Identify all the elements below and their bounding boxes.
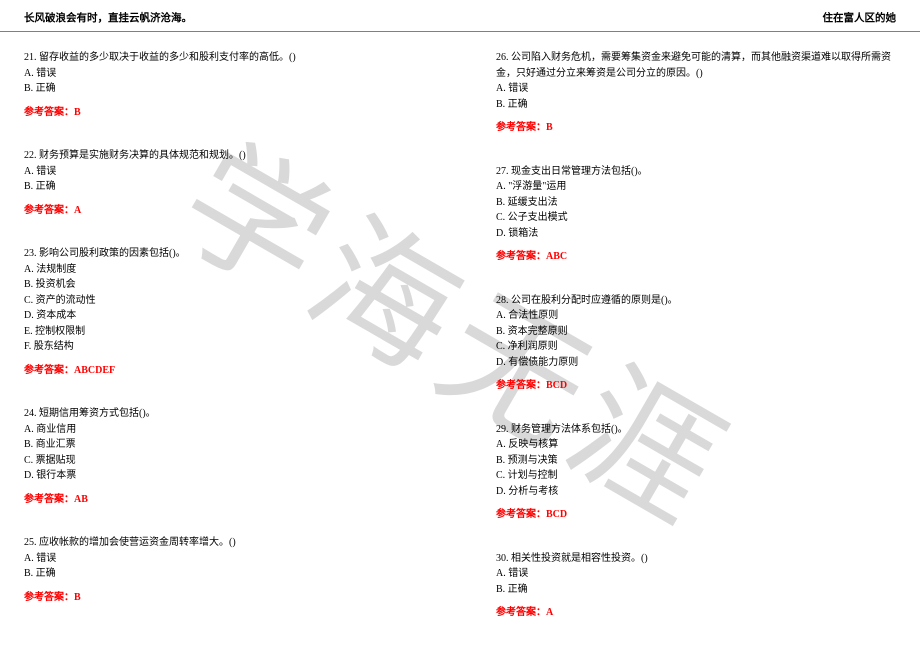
question-text: 27. 现金支出日常管理方法包括()。 [496, 164, 896, 180]
question-block: 29. 财务管理方法体系包括()。A. 反映与核算B. 预测与决策C. 计划与控… [496, 422, 896, 523]
question-option: A. 商业信用 [24, 422, 424, 438]
question-option: D. 分析与考核 [496, 484, 896, 500]
answer-line: 参考答案：BCD [496, 378, 896, 394]
question-option: B. 投资机会 [24, 277, 424, 293]
page-header: 长风破浪会有时，直挂云帆济沧海。 住在富人区的她 [0, 0, 920, 32]
left-column: 21. 留存收益的多少取决于收益的多少和股利支付率的高低。()A. 错误B. 正… [24, 50, 460, 649]
question-text: 28. 公司在股利分配时应遵循的原则是()。 [496, 293, 896, 309]
question-text: 29. 财务管理方法体系包括()。 [496, 422, 896, 438]
question-block: 23. 影响公司股利政策的因素包括()。A. 法规制度B. 投资机会C. 资产的… [24, 246, 424, 378]
question-text: 22. 财务预算是实施财务决算的具体规范和规划。() [24, 148, 424, 164]
question-option: B. 正确 [496, 97, 896, 113]
question-option: B. 预测与决策 [496, 453, 896, 469]
header-right-text: 住在富人区的她 [823, 10, 897, 25]
question-option: C. 票据贴现 [24, 453, 424, 469]
answer-line: 参考答案：B [24, 105, 424, 121]
question-block: 22. 财务预算是实施财务决算的具体规范和规划。()A. 错误B. 正确参考答案… [24, 148, 424, 218]
question-block: 25. 应收帐款的增加会使营运资金周转率增大。()A. 错误B. 正确参考答案：… [24, 535, 424, 605]
question-option: A. 错误 [496, 566, 896, 582]
right-column: 26. 公司陷入财务危机，需要筹集资金来避免可能的清算，而其他融资渠道难以取得所… [460, 50, 896, 649]
question-option: A. 反映与核算 [496, 437, 896, 453]
question-text: 25. 应收帐款的增加会使营运资金周转率增大。() [24, 535, 424, 551]
question-option: C. 公子支出模式 [496, 210, 896, 226]
question-block: 28. 公司在股利分配时应遵循的原则是()。A. 合法性原则B. 资本完整原则C… [496, 293, 896, 394]
question-option: B. 商业汇票 [24, 437, 424, 453]
question-option: D. 锁箱法 [496, 226, 896, 242]
answer-line: 参考答案：ABCDEF [24, 363, 424, 379]
answer-line: 参考答案：ABC [496, 249, 896, 265]
question-option: B. 正确 [496, 582, 896, 598]
question-text: 30. 相关性投资就是相容性投资。() [496, 551, 896, 567]
question-option: B. 正确 [24, 179, 424, 195]
question-block: 30. 相关性投资就是相容性投资。()A. 错误B. 正确参考答案：A [496, 551, 896, 621]
question-option: A. 错误 [24, 164, 424, 180]
question-block: 21. 留存收益的多少取决于收益的多少和股利支付率的高低。()A. 错误B. 正… [24, 50, 424, 120]
answer-line: 参考答案：BCD [496, 507, 896, 523]
question-option: C. 计划与控制 [496, 468, 896, 484]
question-option: A. 错误 [496, 81, 896, 97]
question-option: B. 正确 [24, 566, 424, 582]
answer-line: 参考答案：B [24, 590, 424, 606]
question-option: B. 延缓支出法 [496, 195, 896, 211]
question-option: A. 合法性原则 [496, 308, 896, 324]
question-option: A. 法规制度 [24, 262, 424, 278]
content-area: 21. 留存收益的多少取决于收益的多少和股利支付率的高低。()A. 错误B. 正… [0, 32, 920, 649]
question-option: D. 银行本票 [24, 468, 424, 484]
header-left-text: 长风破浪会有时，直挂云帆济沧海。 [24, 10, 192, 25]
question-text: 24. 短期信用筹资方式包括()。 [24, 406, 424, 422]
question-text: 21. 留存收益的多少取决于收益的多少和股利支付率的高低。() [24, 50, 424, 66]
question-option: A. 错误 [24, 551, 424, 567]
question-option: A. 错误 [24, 66, 424, 82]
question-block: 24. 短期信用筹资方式包括()。A. 商业信用B. 商业汇票C. 票据贴现D.… [24, 406, 424, 507]
question-option: F. 股东结构 [24, 339, 424, 355]
question-option: E. 控制权限制 [24, 324, 424, 340]
question-option: C. 净利润原则 [496, 339, 896, 355]
question-block: 26. 公司陷入财务危机，需要筹集资金来避免可能的清算，而其他融资渠道难以取得所… [496, 50, 896, 136]
answer-line: 参考答案：AB [24, 492, 424, 508]
question-option: B. 正确 [24, 81, 424, 97]
question-option: D. 资本成本 [24, 308, 424, 324]
question-option: D. 有偿债能力原则 [496, 355, 896, 371]
question-text: 23. 影响公司股利政策的因素包括()。 [24, 246, 424, 262]
answer-line: 参考答案：A [496, 605, 896, 621]
answer-line: 参考答案：A [24, 203, 424, 219]
question-option: C. 资产的流动性 [24, 293, 424, 309]
answer-line: 参考答案：B [496, 120, 896, 136]
question-option: B. 资本完整原则 [496, 324, 896, 340]
question-block: 27. 现金支出日常管理方法包括()。A. "浮游量"运用B. 延缓支出法C. … [496, 164, 896, 265]
question-option: A. "浮游量"运用 [496, 179, 896, 195]
question-text: 26. 公司陷入财务危机，需要筹集资金来避免可能的清算，而其他融资渠道难以取得所… [496, 50, 896, 81]
